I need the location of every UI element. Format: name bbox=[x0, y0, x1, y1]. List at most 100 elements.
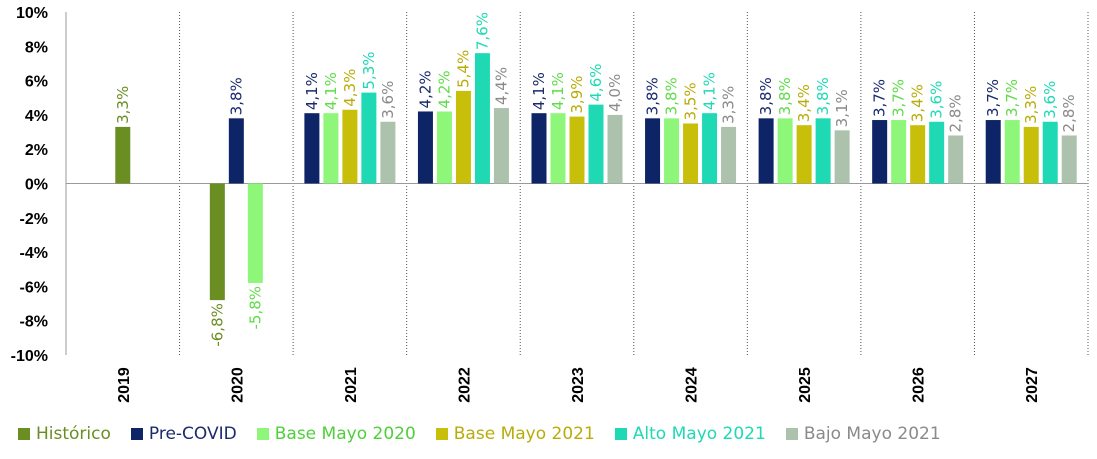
data-label: 3,6% bbox=[379, 81, 397, 119]
data-label: -6,8% bbox=[208, 303, 226, 347]
legend-swatch bbox=[256, 428, 269, 440]
legend-label: Bajo Mayo 2021 bbox=[803, 424, 941, 444]
legend-label: Base Mayo 2020 bbox=[274, 424, 416, 444]
bar bbox=[323, 113, 339, 184]
x-category-label: 2027 bbox=[1024, 367, 1041, 403]
data-label: 3,8% bbox=[776, 77, 794, 115]
legend-item: Bajo Mayo 2021 bbox=[785, 424, 941, 444]
legend-label: Histórico bbox=[36, 424, 111, 444]
legend-swatch bbox=[614, 428, 627, 440]
data-label: 4,0% bbox=[606, 74, 624, 112]
legend-swatch bbox=[785, 428, 798, 440]
data-label: 3,3% bbox=[720, 86, 738, 124]
data-label: 5,4% bbox=[454, 50, 472, 88]
bar bbox=[777, 118, 793, 184]
data-label: 4,1% bbox=[530, 72, 548, 110]
x-category-label: 2023 bbox=[570, 367, 587, 403]
bar bbox=[758, 118, 774, 184]
y-tick-label: -8% bbox=[20, 314, 48, 331]
bar bbox=[569, 116, 585, 184]
data-label: 3,8% bbox=[663, 77, 681, 115]
data-label: 3,6% bbox=[1041, 81, 1059, 119]
data-label: 3,3% bbox=[114, 86, 132, 124]
data-label: 4,2% bbox=[435, 70, 453, 108]
data-label: 2,8% bbox=[947, 94, 965, 132]
legend-label: Pre-COVID bbox=[148, 424, 237, 444]
data-label: 3,4% bbox=[795, 84, 813, 122]
data-label: 3,7% bbox=[890, 79, 908, 117]
data-label: 3,5% bbox=[682, 82, 700, 120]
bar bbox=[550, 113, 566, 184]
data-label: 4,3% bbox=[341, 69, 359, 107]
bar bbox=[872, 120, 888, 184]
y-tick-label: -2% bbox=[20, 211, 48, 228]
bar bbox=[683, 123, 699, 184]
data-label: 3,8% bbox=[814, 77, 832, 115]
bar bbox=[796, 125, 812, 184]
data-label: 3,9% bbox=[568, 76, 586, 114]
data-label: 4,6% bbox=[587, 64, 605, 102]
bar bbox=[209, 183, 225, 301]
data-label: -5,8% bbox=[246, 286, 264, 330]
data-label: 3,1% bbox=[833, 89, 851, 127]
legend-label: Alto Mayo 2021 bbox=[632, 424, 766, 444]
data-label: 4,1% bbox=[322, 72, 340, 110]
data-label: 7,6% bbox=[473, 12, 491, 50]
x-category-label: 2021 bbox=[343, 367, 360, 403]
bar bbox=[815, 118, 831, 184]
data-label: 3,4% bbox=[909, 84, 927, 122]
y-tick-label: -6% bbox=[20, 279, 48, 296]
data-label: 3,8% bbox=[644, 77, 662, 115]
bar bbox=[474, 53, 490, 184]
bar bbox=[531, 113, 547, 184]
chart-legend: Histórico Pre-COVID Base Mayo 2020 Base May… bbox=[18, 424, 961, 444]
y-tick-label: -4% bbox=[20, 245, 48, 262]
bar bbox=[607, 114, 623, 184]
data-label: 3,7% bbox=[871, 79, 889, 117]
legend-swatch bbox=[130, 428, 143, 440]
data-label: 3,8% bbox=[757, 77, 775, 115]
bar bbox=[380, 121, 396, 184]
y-tick-label: 4% bbox=[25, 108, 48, 125]
x-category-label: 2020 bbox=[229, 367, 246, 403]
bar bbox=[588, 104, 604, 184]
bar bbox=[1042, 121, 1058, 184]
data-label: 4,4% bbox=[492, 67, 510, 105]
bar bbox=[929, 121, 945, 184]
bar bbox=[1023, 126, 1039, 184]
data-label: 2,8% bbox=[1060, 94, 1078, 132]
bar bbox=[247, 183, 263, 283]
y-tick-label: 6% bbox=[25, 74, 48, 91]
legend-item: Base Mayo 2021 bbox=[435, 424, 595, 444]
legend-item: Alto Mayo 2021 bbox=[614, 424, 766, 444]
bar bbox=[985, 120, 1001, 184]
data-label: 3,8% bbox=[227, 77, 245, 115]
bar bbox=[910, 125, 926, 184]
data-label: 4,1% bbox=[549, 72, 567, 110]
legend-swatch bbox=[18, 428, 30, 440]
bar bbox=[834, 130, 850, 184]
data-label: 5,3% bbox=[360, 51, 378, 89]
bar bbox=[493, 108, 509, 184]
bar bbox=[702, 113, 718, 184]
growth-bar-chart: -10% -8% -6% -4% -2% 0% 2% 4% 6% 8% 10% 2019 2020 202… bbox=[11, 5, 1089, 403]
bar bbox=[1004, 120, 1020, 184]
y-tick-label: 0% bbox=[25, 177, 48, 194]
y-tick-label: 2% bbox=[25, 142, 48, 159]
bar bbox=[645, 118, 661, 184]
y-tick-label: 10% bbox=[16, 5, 48, 22]
bar bbox=[948, 135, 964, 184]
data-label: 3,7% bbox=[1003, 79, 1021, 117]
data-label: 3,6% bbox=[928, 81, 946, 119]
bar bbox=[342, 109, 358, 184]
legend-swatch bbox=[435, 428, 448, 440]
x-category-label: 2024 bbox=[684, 367, 701, 403]
x-category-label: 2025 bbox=[797, 367, 814, 403]
bar bbox=[455, 90, 471, 184]
bar bbox=[436, 111, 452, 184]
data-label: 4,1% bbox=[303, 72, 321, 110]
legend-item: Pre-COVID bbox=[130, 424, 237, 444]
bar bbox=[891, 120, 907, 184]
x-category-label: 2026 bbox=[911, 367, 928, 403]
bar bbox=[228, 118, 244, 184]
